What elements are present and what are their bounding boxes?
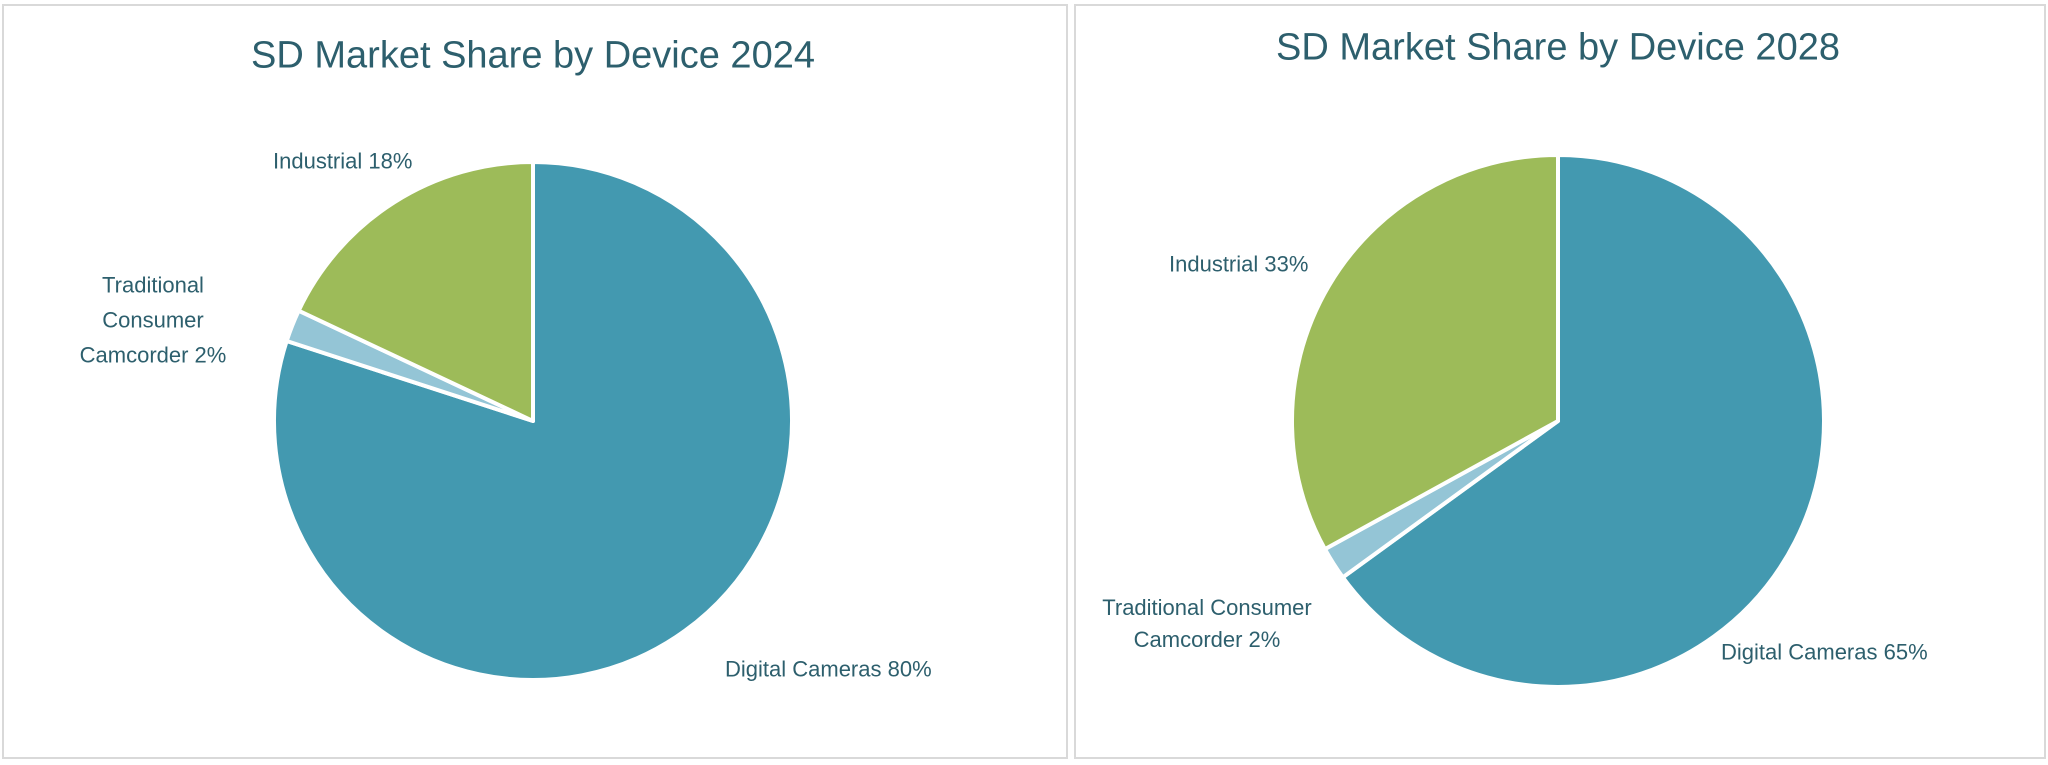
label-digital-cameras-2024: Digital Cameras 80%: [725, 656, 932, 682]
pie-slice-digital-cameras: [272, 160, 794, 682]
label-line: Traditional: [102, 272, 204, 298]
label-line: Camcorder 2%: [1133, 627, 1281, 652]
label-traditional-2024: Traditional Consumer Camcorder 2%: [80, 268, 227, 373]
label-line: Consumer: [102, 307, 204, 333]
label-industrial-2028: Industrial 33%: [1169, 251, 1309, 277]
label-digital-cameras-2028: Digital Cameras 65%: [1721, 639, 1928, 665]
label-line: Camcorder 2%: [79, 342, 227, 368]
chart-title-2028: SD Market Share by Device 2028: [1276, 26, 1840, 69]
chart-title-2024: SD Market Share by Device 2024: [251, 34, 815, 77]
pie-slice-digital-cameras: [1340, 153, 1826, 689]
pie-slice-industrial: [296, 160, 535, 423]
label-industrial-2024: Industrial 18%: [273, 148, 413, 174]
label-traditional-2028: Traditional Consumer Camcorder 2%: [1102, 592, 1312, 656]
pie-slice-industrial: [1289, 153, 1560, 552]
label-line: Traditional Consumer: [1102, 595, 1312, 620]
